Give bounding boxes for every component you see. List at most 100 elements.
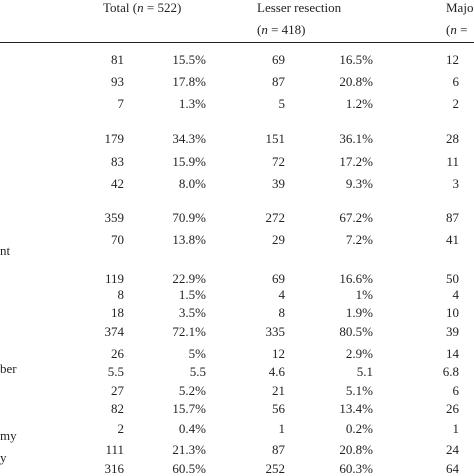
table-cell-lesser-pct: 1.9% (345, 305, 373, 320)
table-cell-total-pct: 60.5% (172, 461, 206, 476)
table-cell-lesser-n: 56 (272, 401, 285, 416)
table-cell-total-n: 18 (111, 305, 124, 320)
table-cell-lesser-pct: 2.9% (345, 346, 373, 361)
table-cell-lesser-n: 39 (272, 176, 285, 191)
table-cell-total-pct: 15.7% (172, 401, 206, 416)
table-cell-lesser-pct: 0.2% (345, 421, 373, 436)
table-cell-total-pct: 70.9% (172, 210, 206, 225)
table-cell-lesser-pct: 60.3% (339, 461, 373, 476)
table-cell-major-n: 2 (452, 96, 460, 111)
table-cell-lesser-n: 151 (265, 131, 286, 146)
column-header-major-resection: Majo (446, 0, 474, 15)
table-cell-major-n: 26 (446, 401, 459, 416)
table-cell-lesser-pct: 13.4% (339, 401, 373, 416)
table-cell-total-pct: 34.3% (172, 131, 206, 146)
table-cell-total-n: 42 (111, 176, 124, 191)
table-cell-lesser-n: 69 (272, 52, 285, 67)
table-cell-total-pct: 22.9% (172, 271, 206, 286)
table-cell-total-n: 70 (111, 232, 124, 247)
table-cell-lesser-pct: 5.1% (345, 383, 373, 398)
table-cell-lesser-pct: 80.5% (339, 324, 373, 339)
row-label: ber (0, 361, 17, 376)
table-cell-total-pct: 5.5 (189, 364, 206, 379)
table-cell-total-n: 111 (105, 442, 124, 457)
table-cell-major-n: 64 (446, 461, 459, 476)
table-cell-major-n: 6 (452, 383, 460, 398)
table-cell-lesser-n: 5 (278, 96, 286, 111)
table-cell-major-n: 41 (446, 232, 459, 247)
table-cell-total-pct: 72.1% (172, 324, 206, 339)
table-cell-lesser-n: 4 (278, 287, 286, 302)
table-cell-lesser-n: 4.6 (268, 364, 285, 379)
table-cell-total-pct: 15.5% (172, 52, 206, 67)
table-cell-total-n: 81 (111, 52, 124, 67)
table-cell-lesser-n: 252 (265, 461, 286, 476)
table-cell-total-n: 27 (111, 383, 124, 398)
table-cell-major-n: 50 (446, 271, 459, 286)
table-cell-lesser-pct: 9.3% (345, 176, 373, 191)
table-cell-total-pct: 1.3% (178, 96, 206, 111)
table-cell-total-n: 359 (104, 210, 125, 225)
table-cell-total-n: 83 (111, 154, 124, 169)
table-cell-lesser-pct: 5.1 (356, 364, 373, 379)
table-cell-total-n: 119 (104, 271, 124, 286)
table-cell-lesser-pct: 20.8% (339, 442, 373, 457)
table-cell-major-n: 6 (452, 74, 460, 89)
table-cell-lesser-n: 87 (272, 74, 285, 89)
table-cell-major-n: 87 (446, 210, 459, 225)
table-cell-total-pct: 8.0% (178, 176, 206, 191)
table-cell-lesser-pct: 36.1% (339, 131, 373, 146)
table-cell-total-n: 93 (111, 74, 124, 89)
table-cell-major-n: 10 (446, 305, 459, 320)
table-cell-major-n: 11 (446, 154, 459, 169)
table-cell-total-n: 7 (117, 96, 125, 111)
table-cell-total-n: 316 (104, 461, 125, 476)
table-cell-lesser-n: 335 (265, 324, 286, 339)
table-cell-major-n: 4 (452, 287, 460, 302)
table-cell-lesser-pct: 20.8% (339, 74, 373, 89)
table-cell-total-pct: 21.3% (172, 442, 206, 457)
table-cell-total-pct: 17.8% (172, 74, 206, 89)
table-cell-lesser-pct: 67.2% (339, 210, 373, 225)
table-cell-major-n: 24 (446, 442, 459, 457)
table-cell-major-n: 12 (446, 52, 459, 67)
table-cell-lesser-pct: 1.2% (345, 96, 373, 111)
table-cell-major-n: 6.8 (442, 364, 459, 379)
table-cell-total-pct: 15.9% (172, 154, 206, 169)
table-cell-major-n: 39 (446, 324, 459, 339)
column-header-lesser-resection: Lesser resection (257, 0, 342, 15)
table-cell-major-n: 28 (446, 131, 459, 146)
table-cell-lesser-n: 69 (272, 271, 285, 286)
table-cell-total-n: 8 (117, 287, 125, 302)
table-cell-lesser-pct: 17.2% (339, 154, 373, 169)
table-cell-total-pct: 5% (188, 346, 206, 361)
table-cell-major-n: 14 (446, 346, 459, 361)
table-cell-total-pct: 13.8% (172, 232, 206, 247)
row-label: my (0, 428, 17, 443)
table-cell-total-pct: 1.5% (178, 287, 206, 302)
table-cell-lesser-pct: 7.2% (345, 232, 373, 247)
column-header-total: Total (n = 522) (103, 0, 182, 15)
table-cell-lesser-pct: 1% (355, 287, 373, 302)
table-cell-total-pct: 5.2% (178, 383, 206, 398)
table-cell-total-pct: 3.5% (178, 305, 206, 320)
column-header-major-n: (n = (446, 22, 468, 37)
table-cell-total-n: 26 (111, 346, 124, 361)
table-cell-lesser-n: 12 (272, 346, 285, 361)
table-cell-total-n: 2 (117, 421, 125, 436)
table-cell-lesser-n: 87 (272, 442, 285, 457)
row-label: y (0, 450, 7, 465)
table-cell-total-n: 179 (104, 131, 125, 146)
table-cell-lesser-n: 72 (272, 154, 285, 169)
table-cell-lesser-n: 21 (272, 383, 285, 398)
table-cell-major-n: 1 (452, 421, 460, 436)
table-cell-lesser-n: 1 (278, 421, 286, 436)
table-cell-lesser-n: 8 (278, 305, 286, 320)
header-rule (0, 42, 474, 43)
table-cell-total-pct: 0.4% (178, 421, 206, 436)
table-cell-major-n: 3 (452, 176, 460, 191)
table-cell-lesser-pct: 16.5% (339, 52, 373, 67)
table-cell-total-n: 82 (111, 401, 124, 416)
row-label: nt (0, 243, 11, 258)
table-cell-total-n: 374 (104, 324, 125, 339)
